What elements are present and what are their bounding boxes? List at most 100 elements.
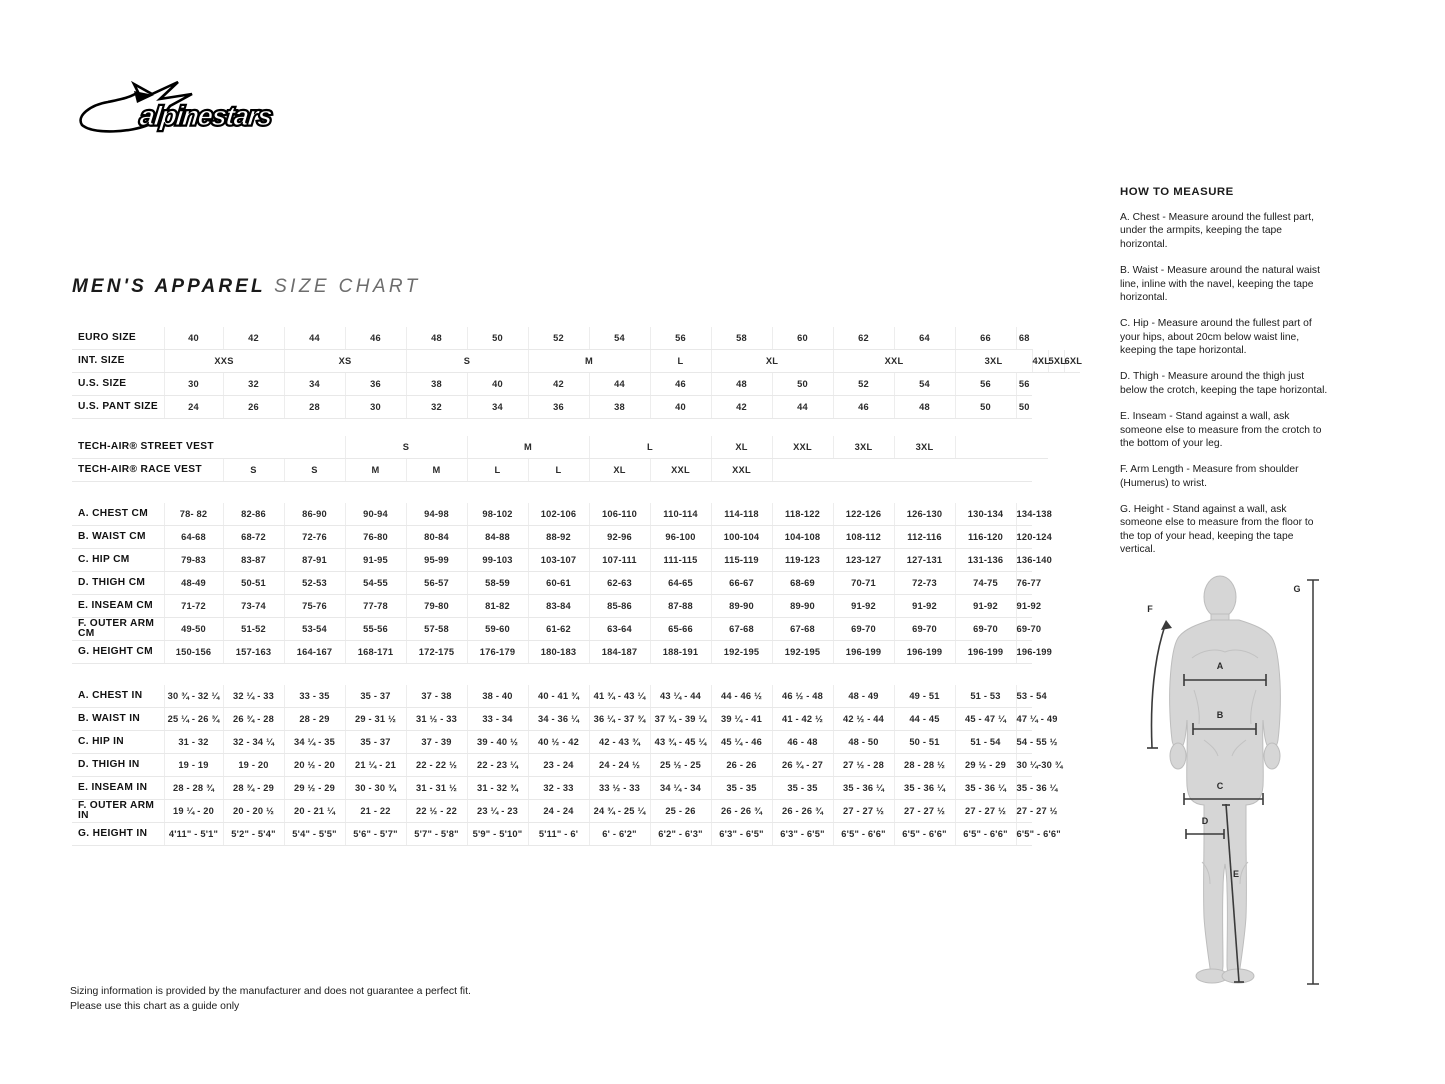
- cell: 25 - 26: [649, 799, 711, 823]
- cell: 3XL: [832, 436, 894, 459]
- cell: 67-68: [771, 617, 833, 641]
- cell: 48-49: [163, 571, 223, 595]
- how-to-measure-item-waist: B. Waist - Measure around the natural wa…: [1120, 265, 1320, 303]
- cell: 46 ½ - 48: [771, 685, 833, 708]
- cell: 54: [893, 372, 955, 396]
- cell: 64: [893, 327, 955, 350]
- cell: 89-90: [771, 594, 833, 618]
- cell: 72-73: [893, 571, 955, 595]
- measure-line-waist: [1192, 723, 1257, 735]
- cell: 3XL: [954, 349, 1032, 373]
- cell: 95-99: [405, 548, 467, 572]
- cell: S: [283, 458, 345, 482]
- cell: [833, 458, 894, 482]
- cell: 28 - 29: [283, 707, 345, 731]
- cell: 64-65: [649, 571, 711, 595]
- cell: L: [466, 458, 528, 482]
- cell: 91-92: [954, 594, 1016, 618]
- cell: 6'5" - 6'6": [832, 822, 894, 846]
- table-row-height-cm: G. HEIGHT CM 150-156 157-163 164-167 168…: [72, 640, 1080, 664]
- cell: 62-63: [588, 571, 650, 595]
- cell: 49-50: [163, 617, 223, 641]
- row-label-chest-cm: A. CHEST CM: [72, 503, 164, 526]
- cell: 46: [344, 327, 406, 350]
- cell: S: [405, 349, 528, 373]
- cell: 25 ¼ - 26 ¾: [163, 707, 223, 731]
- cell: 5'11" - 6': [527, 822, 589, 846]
- cell: 4XL: [1031, 349, 1050, 373]
- cell: [1032, 436, 1048, 459]
- cell: XL: [588, 458, 650, 482]
- cell: 48: [405, 327, 467, 350]
- cell: [1016, 436, 1032, 459]
- cell: 40: [466, 372, 528, 396]
- cell: 99-103: [466, 548, 528, 572]
- cell: 50: [771, 372, 833, 396]
- table-row-height-in: G. HEIGHT IN 4'11" - 5'1" 5'2" - 5'4" 5'…: [72, 822, 1080, 846]
- row-label-us-pant-size: U.S. PANT SIZE: [72, 395, 164, 419]
- cell: 164-167: [283, 640, 345, 664]
- cell: XXL: [771, 436, 833, 459]
- cell: 30: [163, 372, 223, 396]
- row-label-int-size: INT. SIZE: [72, 349, 164, 373]
- cell: 110-114: [649, 503, 711, 526]
- cell: 51-52: [222, 617, 284, 641]
- cell: 196-199: [832, 640, 894, 664]
- measure-line-inseam: [1222, 803, 1244, 983]
- cell: 36: [527, 395, 589, 419]
- cell: 87-88: [649, 594, 711, 618]
- cell: 44 - 45: [893, 707, 955, 731]
- cell: 35 - 36 ¼: [1015, 776, 1057, 800]
- cell: 42 ½ - 44: [832, 707, 894, 731]
- cell: 21 ¼ - 21: [344, 753, 406, 777]
- cell: 31 ½ - 33: [405, 707, 467, 731]
- cell: XL: [710, 349, 833, 373]
- cell: 26 - 26: [710, 753, 772, 777]
- cell: 79-83: [163, 548, 223, 572]
- how-to-measure-panel: HOW TO MEASURE A. Chest - Measure around…: [1120, 186, 1328, 570]
- cell: 88-92: [527, 525, 589, 549]
- cell: 192-195: [710, 640, 772, 664]
- cell: 33 - 34: [466, 707, 528, 731]
- cell: 78- 82: [163, 503, 223, 526]
- cell: 28 - 28 ¾: [163, 776, 223, 800]
- cell: 19 - 20: [222, 753, 284, 777]
- cell: 6' - 6'2": [588, 822, 650, 846]
- figure-label-f: F: [1147, 604, 1153, 614]
- cell: 19 - 19: [163, 753, 223, 777]
- cell: 22 - 23 ¼: [466, 753, 528, 777]
- cell: 48: [893, 395, 955, 419]
- cell: 103-107: [527, 548, 589, 572]
- cell: 36: [344, 372, 406, 396]
- cell: 82-86: [222, 503, 284, 526]
- cell: 114-118: [710, 503, 772, 526]
- cell: 68-72: [222, 525, 284, 549]
- cell: 50 - 51: [893, 730, 955, 754]
- cell: 32: [405, 395, 467, 419]
- cell: 69-70: [832, 617, 894, 641]
- cell: 27 - 27 ½: [893, 799, 955, 823]
- cell: 86-90: [283, 503, 345, 526]
- cell: 68-69: [771, 571, 833, 595]
- cell: 65-66: [649, 617, 711, 641]
- cell: 40: [649, 395, 711, 419]
- cell: 35 - 36 ¼: [893, 776, 955, 800]
- cell: 34 - 36 ¼: [527, 707, 589, 731]
- row-label-outer-arm-cm-line2: CM: [78, 628, 95, 639]
- cell: 22 - 22 ½: [405, 753, 467, 777]
- cell: 38: [588, 395, 650, 419]
- cell: 94-98: [405, 503, 467, 526]
- cell: 69-70: [1015, 617, 1041, 641]
- cell: 29 - 31 ½: [344, 707, 406, 731]
- disclaimer-line-1: Sizing information is provided by the ma…: [70, 986, 471, 997]
- cell: 6'5" - 6'6": [893, 822, 955, 846]
- cell: L: [527, 458, 589, 482]
- cell: 91-92: [893, 594, 955, 618]
- disclaimer-line-2: Please use this chart as a guide only: [70, 1000, 240, 1012]
- table-row-us-size: U.S. SIZE 30 32 34 36 38 40 42 44 46 48 …: [72, 372, 1080, 396]
- cell: 87-91: [283, 548, 345, 572]
- cell: 115-119: [710, 548, 772, 572]
- cell: 62: [832, 327, 894, 350]
- cell: 196-199: [893, 640, 955, 664]
- figure-label-d: D: [1202, 816, 1209, 826]
